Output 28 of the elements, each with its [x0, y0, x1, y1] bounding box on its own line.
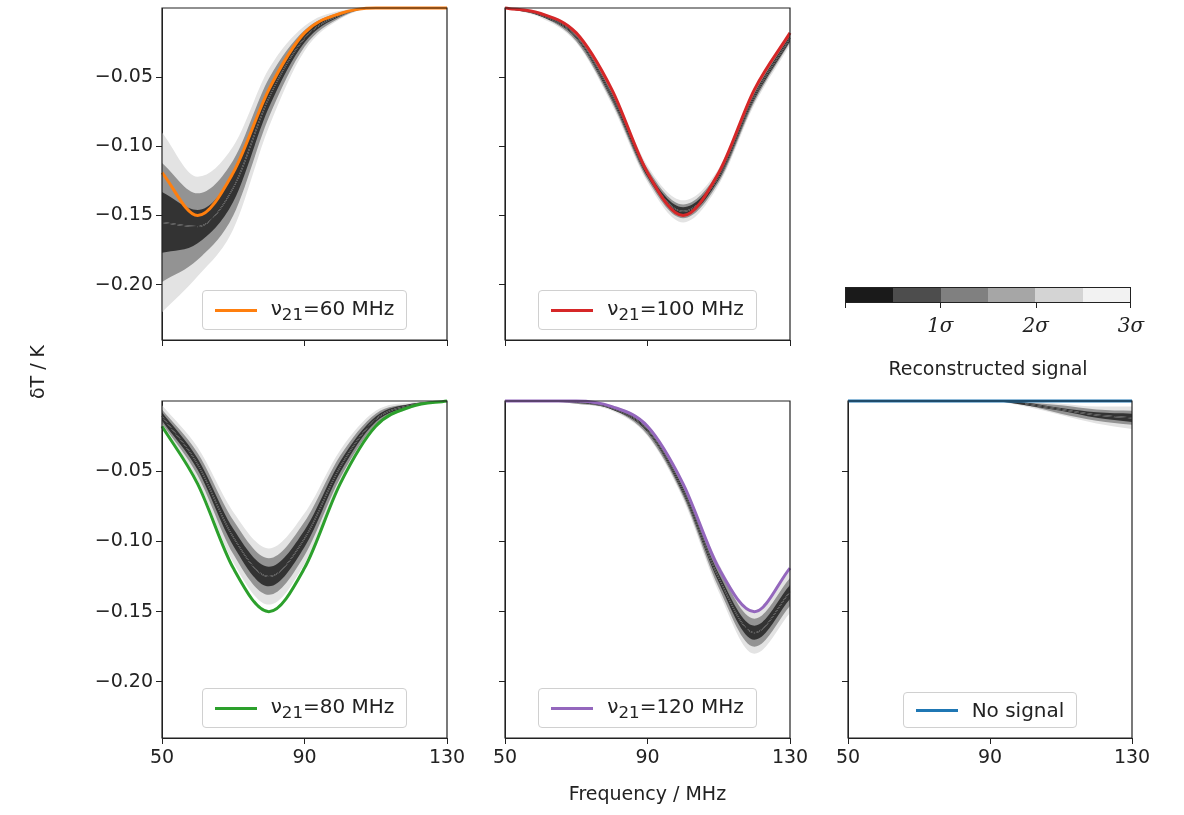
text: 3σ [1117, 313, 1145, 337]
x-tick-label: 50 [492, 745, 518, 768]
x-tick-label: 90 [292, 745, 317, 768]
y-axis-title: δT / K [26, 344, 49, 400]
text: 1σ [927, 313, 954, 337]
x-tick-label: 90 [977, 745, 1003, 768]
color-bar-title: Reconstructed signal [888, 357, 1088, 379]
y-tick-label: −0.05 [94, 458, 153, 481]
legend-label: No signal [971, 698, 1065, 722]
x-tick-label: 50 [149, 745, 175, 768]
y-tick-label: −0.20 [94, 271, 153, 294]
x-tick-label: 130 [428, 745, 466, 768]
y-tick-label: −0.15 [94, 202, 153, 225]
y-tick-label: −0.15 [94, 598, 153, 621]
legend-label: ν$_{21}$=120 MHz [607, 694, 744, 722]
x-tick-label: 90 [635, 745, 660, 768]
legend-label: ν$_{21}$=100 MHz [607, 296, 744, 324]
y-tick-label: −0.20 [94, 668, 153, 691]
x-axis-title: Frequency / MHz [568, 782, 727, 804]
x-tick-label: 130 [1113, 745, 1151, 768]
y-tick-label: −0.10 [94, 528, 153, 551]
legend-label: ν$_{21}$=80 MHz [270, 694, 395, 722]
x-tick-label: 50 [835, 745, 861, 768]
legend-label: ν$_{21}$=60 MHz [270, 296, 395, 324]
y-tick-label: −0.10 [94, 133, 153, 156]
y-tick-label: −0.05 [94, 64, 153, 87]
x-tick-label: 130 [771, 745, 809, 768]
text: 2σ [1022, 313, 1049, 337]
